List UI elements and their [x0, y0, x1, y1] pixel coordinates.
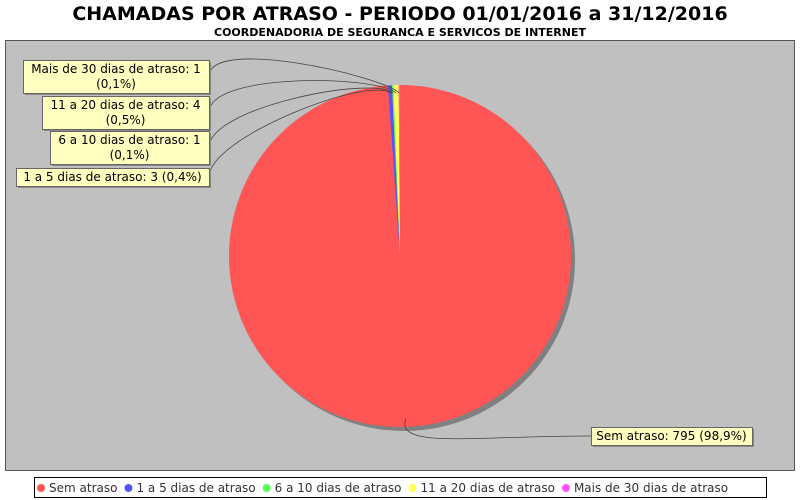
pie-slice-0 [228, 85, 571, 427]
leader-line-1 [208, 89, 391, 178]
legend-item-4: Mais de 30 dias de atraso [561, 481, 728, 495]
chart-subtitle: COORDENADORIA DE SEGURANCA E SERVICOS DE… [214, 26, 586, 39]
slice-label-3: 11 a 20 dias de atraso: 4 (0,5%) [51, 98, 201, 127]
legend-item-3: 11 a 20 dias de atraso [408, 481, 555, 495]
slice-label-2: 6 a 10 dias de atraso: 1 (0,1%) [58, 133, 200, 162]
leader-line-0 [404, 418, 592, 440]
legend-label: 6 a 10 dias de atraso [275, 481, 402, 495]
legend-marker-icon [124, 484, 133, 492]
legend-box [34, 477, 767, 498]
legend-marker-icon [262, 484, 271, 492]
legend-item-1: 1 a 5 dias de atraso [124, 481, 256, 495]
slice-label-0: Sem atraso: 795 (98,9%) [596, 429, 747, 443]
slice-label-box-1 [16, 168, 210, 187]
chart-title: CHAMADAS POR ATRASO - PERIODO 01/01/2016… [72, 3, 727, 25]
leader-line-2 [208, 87, 394, 148]
slice-label-box-2 [50, 131, 210, 165]
slice-label-4: Mais de 30 dias de atraso: 1 (0,1%) [31, 62, 201, 91]
legend-item-2: 6 a 10 dias de atraso [262, 481, 402, 495]
pie-slice-1 [387, 85, 400, 256]
pie-slice-4 [398, 85, 400, 256]
legend-label: 11 a 20 dias de atraso [420, 481, 554, 495]
leader-line-3 [208, 80, 397, 113]
pie-slice-2 [391, 85, 400, 256]
leader-line-4 [208, 58, 400, 94]
slice-label-1: 1 a 5 dias de atraso: 3 (0,4%) [23, 170, 201, 184]
legend-item-0: Sem atraso [37, 481, 117, 495]
legend-label: Sem atraso [49, 481, 117, 495]
slice-label-box-4 [23, 60, 210, 94]
legend-label: Mais de 30 dias de atraso [574, 481, 728, 495]
legend-marker-icon [561, 484, 570, 492]
slice-label-box-3 [42, 96, 210, 130]
legend-marker-icon [408, 484, 417, 492]
legend-label: 1 a 5 dias de atraso [136, 481, 255, 495]
pie-slice-3 [393, 85, 400, 256]
slice-label-box-0 [591, 427, 753, 446]
legend-marker-icon [37, 484, 45, 492]
